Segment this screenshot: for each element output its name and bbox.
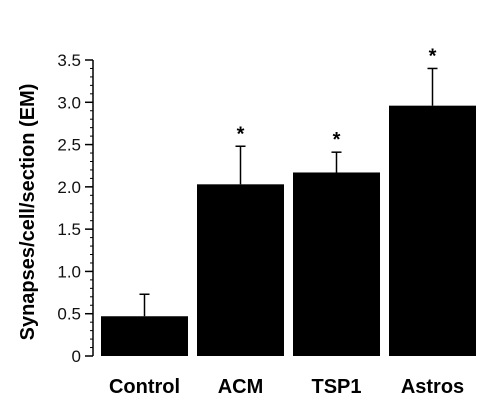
y-tick-label: 1.0 <box>57 262 81 281</box>
y-axis: 0 0.5 1.0 1.5 2.0 2.5 3.0 3.5 <box>57 51 94 366</box>
y-tick-label: 2.0 <box>57 178 81 197</box>
bars <box>101 105 476 356</box>
bar <box>389 105 476 356</box>
significance-asterisk: * <box>429 45 437 67</box>
category-label: TSP1 <box>311 376 361 398</box>
significance-asterisk: * <box>237 123 245 145</box>
y-axis-title-group: Synapses/cell/section (EM) <box>17 84 39 341</box>
y-tick-label: 0 <box>72 347 81 366</box>
error-bars <box>139 67 438 317</box>
y-axis-title: Synapses/cell/section (EM) <box>17 84 39 341</box>
y-tick-label: 1.5 <box>57 220 81 239</box>
y-tick-label: 3.5 <box>57 51 81 70</box>
category-label: ACM <box>218 376 264 398</box>
bar <box>197 184 284 356</box>
category-label: Control <box>109 376 180 398</box>
category-label: Astros <box>401 376 464 398</box>
y-tick-label: 0.5 <box>57 305 81 324</box>
y-tick-label: 3.0 <box>57 93 81 112</box>
bar <box>101 316 188 356</box>
category-labels: Control ACM TSP1 Astros <box>109 376 464 398</box>
y-tick-label: 2.5 <box>57 136 81 155</box>
significance-asterisk: * <box>333 129 341 151</box>
significance-markers: * * * <box>237 45 437 151</box>
bar <box>293 172 380 356</box>
